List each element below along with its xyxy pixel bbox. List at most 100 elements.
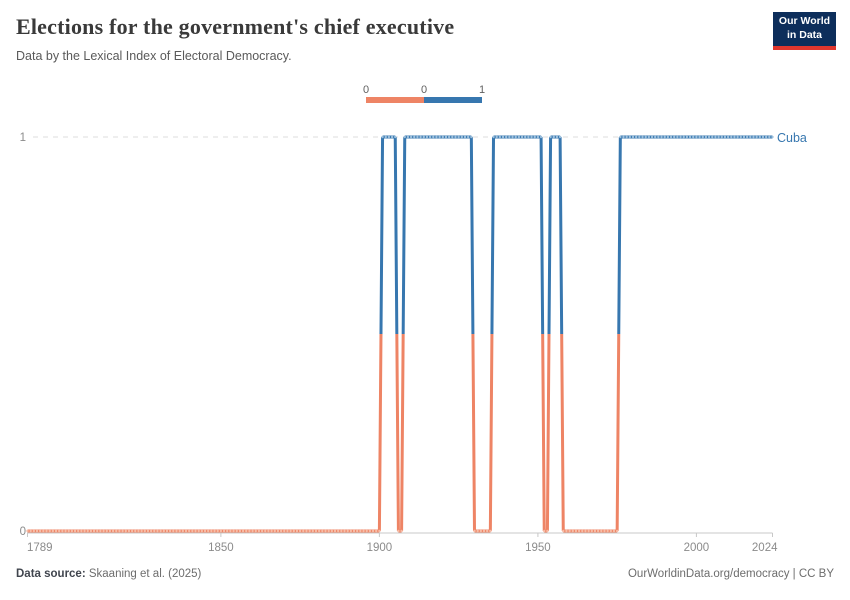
x-tick-label: 1789 [27,542,53,554]
data-point-marker [346,529,349,533]
data-point-marker [539,135,543,139]
data-point-marker [596,529,600,533]
data-point-marker [248,529,251,533]
data-point-marker [742,135,746,139]
page-subtitle: Data by the Lexical Index of Electoral D… [16,49,292,63]
data-point-marker [111,529,115,533]
data-point-marker [587,529,590,533]
data-point-marker [118,529,121,533]
data-point-marker [105,529,108,533]
data-point-marker [641,135,644,139]
x-tick-label: 1900 [367,542,393,554]
data-point-marker [140,529,143,533]
data-point-marker [165,529,169,533]
data-point-marker [387,135,391,139]
data-point-marker [657,135,660,139]
data-point-marker [184,529,188,533]
data-point-marker [58,529,61,533]
data-point-marker [511,135,514,139]
data-point-marker [134,529,137,533]
data-point-marker [723,135,727,139]
data-point-marker [51,529,55,533]
data-point-marker [612,529,616,533]
page-title: Elections for the government's chief exe… [16,14,455,39]
data-point-marker [219,529,223,533]
data-point-marker [92,529,96,533]
data-point-marker [730,135,733,139]
data-point-marker [752,135,755,139]
data-point-marker [73,529,77,533]
data-point-marker [324,529,327,533]
data-point-marker [64,529,67,533]
data-point-marker [298,529,302,533]
data-point-marker [422,135,425,139]
data-point-marker [758,135,762,139]
data-point-marker [413,135,416,139]
data-point-marker [745,135,749,139]
data-point-marker [460,135,464,139]
data-point-marker [89,529,93,533]
data-point-marker [317,529,321,533]
data-point-marker [32,529,36,533]
data-point-marker [137,529,140,533]
x-tick-label: 1950 [525,542,551,554]
data-point-marker [238,529,242,533]
data-point-marker [394,135,397,139]
data-point-marker [628,135,632,139]
data-point-marker [38,529,42,533]
data-point-marker [365,529,368,533]
data-point-marker [42,529,45,533]
data-point-marker [390,135,394,139]
data-point-marker [720,135,723,139]
data-point-marker [600,529,603,533]
data-point-marker [77,529,80,533]
data-point-marker [86,529,89,533]
data-point-marker [241,529,245,533]
data-point-marker [127,529,131,533]
series-line-value-one [379,135,773,335]
data-point-marker [200,529,204,533]
data-point-marker [768,135,771,139]
data-point-marker [711,135,714,139]
data-point-marker [501,135,505,139]
data-point-marker [669,135,673,139]
data-point-marker [279,529,283,533]
x-tick-label: 2000 [684,542,710,554]
data-point-marker [714,135,717,139]
data-point-marker [476,529,479,533]
data-point-marker [257,529,261,533]
x-tick-label: 1850 [208,542,234,554]
data-point-marker [83,529,86,533]
data-point-marker [311,529,315,533]
data-point-marker [264,529,267,533]
data-point-marker [260,529,264,533]
data-point-marker [688,135,692,139]
data-point-marker [229,529,232,533]
data-point-marker [371,529,375,533]
credit-link[interactable]: OurWorldinData.org/democracy | CC BY [627,568,834,580]
data-point-marker [48,529,51,533]
data-point-marker [771,135,774,139]
data-point-marker [194,529,197,533]
data-point-marker [555,135,559,139]
data-point-marker [489,529,492,533]
data-point-marker [162,529,166,533]
data-point-marker [292,529,295,533]
data-point-marker [495,135,498,139]
data-point-marker [419,135,422,139]
data-point-marker [159,529,162,533]
data-point-marker [552,135,555,139]
data-point-marker [739,135,742,139]
data-point-marker [581,529,584,533]
data-point-marker [435,135,438,139]
data-point-marker [568,529,571,533]
data-point-marker [276,529,280,533]
data-point-marker [679,135,682,139]
data-point-marker [384,135,387,139]
data-point-marker [533,135,536,139]
data-source-value: Skaaning et al. (2025) [85,568,202,580]
data-point-marker [549,135,552,139]
data-point-marker [175,529,178,533]
data-point-marker [457,135,460,139]
data-point-marker [305,529,308,533]
